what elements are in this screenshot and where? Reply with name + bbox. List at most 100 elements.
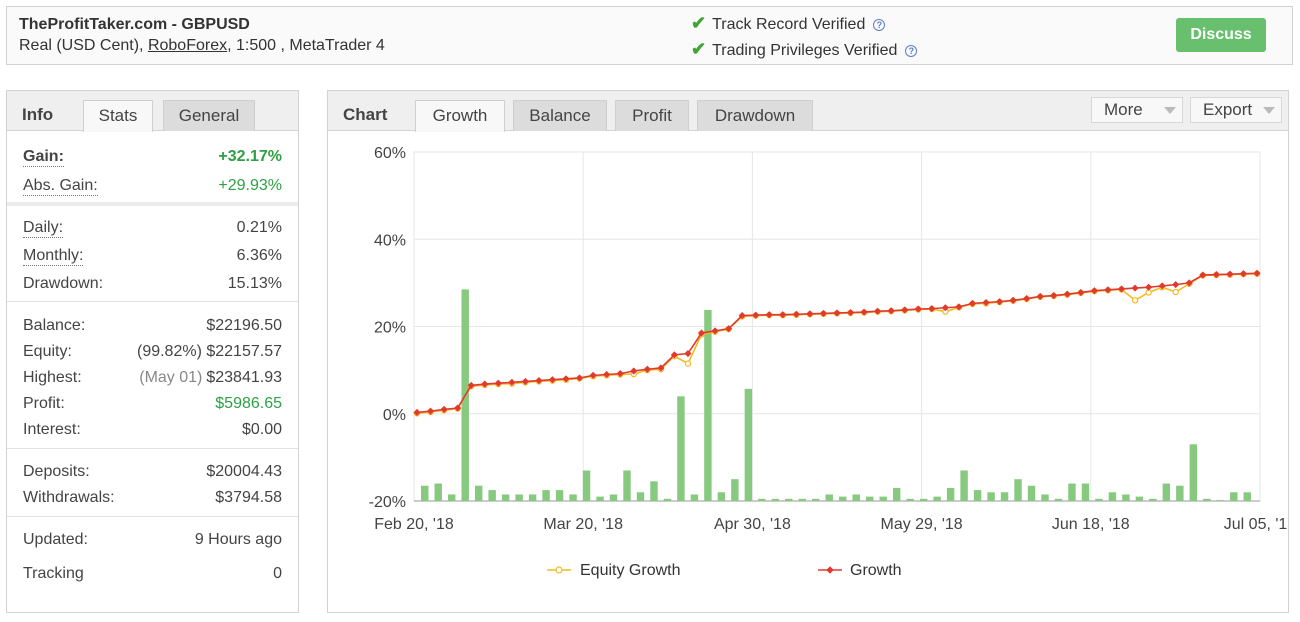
growth-point	[914, 305, 922, 313]
bar	[1149, 498, 1157, 501]
discuss-button[interactable]: Discuss	[1176, 18, 1266, 52]
growth-point	[1253, 269, 1261, 277]
stat-value: 0	[273, 565, 282, 582]
more-dropdown[interactable]: More	[1091, 97, 1183, 123]
growth-point	[846, 308, 855, 317]
tab-balance[interactable]: Balance	[513, 100, 607, 131]
stat-monthly: Monthly: 6.36%	[23, 247, 282, 269]
stat-daily: Daily: 0.21%	[23, 219, 282, 241]
bar	[1000, 492, 1009, 501]
divider	[7, 516, 298, 517]
bar	[798, 498, 806, 501]
bar	[690, 494, 699, 501]
bar	[717, 492, 726, 501]
bar	[758, 498, 766, 501]
export-dropdown[interactable]: Export	[1190, 97, 1282, 123]
help-icon[interactable]: ?	[905, 44, 918, 57]
y-tick-label: -20%	[369, 494, 406, 511]
chevron-down-icon	[1164, 107, 1176, 114]
stat-interest: Interest: $0.00	[23, 421, 282, 443]
info-heading: Info	[22, 105, 54, 124]
bar	[542, 490, 550, 501]
checkmark-icon: ✔	[691, 13, 707, 33]
stat-value: $3794.58	[215, 489, 282, 506]
stat-balance: Balance: $22196.50	[23, 317, 282, 339]
stat-value: +29.93%	[218, 177, 282, 194]
growth-point	[1090, 287, 1098, 295]
tab-profit[interactable]: Profit	[615, 100, 689, 131]
bar	[906, 498, 914, 501]
growth-point	[996, 298, 1004, 306]
bar	[1068, 483, 1076, 501]
checkmark-icon: ✔	[691, 39, 707, 59]
growth-point	[670, 351, 678, 359]
stat-label: Updated:	[23, 531, 88, 548]
bar	[919, 498, 928, 501]
y-tick-label: 60%	[374, 145, 406, 162]
stat-note: (99.82%)	[136, 343, 202, 360]
growth-point	[521, 377, 529, 386]
x-tick-label: Feb 20, '18	[374, 516, 454, 533]
bar	[569, 494, 577, 501]
x-tick-label: May 29, '18	[880, 516, 962, 533]
growth-point	[508, 378, 516, 386]
track-record-verified: ✔ Track Record Verified?	[691, 13, 886, 34]
growth-chart: 60% 40% 20% 0% -20% Feb 20, '18 Mar 20, '18 Apr…	[369, 145, 1288, 579]
stat-value: (May 01) $23841.93	[139, 369, 282, 387]
equity-growth-point	[1172, 288, 1179, 296]
stat-updated: Updated: 9 Hours ago	[23, 531, 282, 553]
growth-point	[806, 310, 814, 318]
growth-point	[1036, 292, 1044, 300]
bar	[1203, 498, 1211, 501]
info-panel: Info Stats General Gain: +32.17% Abs. Ga…	[6, 90, 299, 613]
bar	[960, 470, 968, 501]
equity-growth-point	[1131, 297, 1139, 304]
broker-link[interactable]: RoboForex	[147, 37, 228, 54]
equity-growth-point	[684, 360, 692, 367]
chart-panel: Chart Growth Balance Profit Drawdown Mor…	[327, 90, 1289, 613]
bar	[1162, 483, 1171, 501]
growth-point	[1023, 295, 1031, 303]
stat-label: Daily:	[23, 219, 64, 238]
bar	[785, 498, 793, 501]
tab-growth[interactable]: Growth	[415, 100, 505, 132]
tab-general[interactable]: General	[163, 100, 255, 131]
legend-growth-marker	[826, 566, 834, 574]
bar	[677, 396, 685, 501]
stat-amount: $23841.93	[206, 369, 282, 386]
chevron-down-icon	[1263, 107, 1275, 114]
stat-value: +32.17%	[218, 148, 282, 165]
growth-point	[1226, 270, 1234, 278]
stat-value: 0.21%	[236, 219, 282, 236]
growth-point	[860, 308, 868, 316]
growth-point	[494, 379, 502, 387]
bar	[650, 481, 658, 501]
help-icon[interactable]: ?	[873, 18, 886, 31]
growth-point	[955, 303, 963, 311]
stat-value: $0.00	[241, 421, 282, 438]
bar	[1095, 498, 1103, 501]
growth-point	[589, 371, 597, 379]
stat-value: $20004.43	[206, 463, 282, 480]
growth-point	[779, 311, 787, 319]
growth-point	[725, 325, 733, 333]
export-label: Export	[1203, 100, 1253, 119]
bar	[1135, 496, 1144, 501]
bar	[609, 494, 618, 501]
stat-value: (99.82%) $22157.57	[137, 343, 282, 361]
bar	[839, 496, 847, 501]
stat-label: Monthly:	[23, 247, 84, 266]
tab-stats[interactable]: Stats	[83, 100, 153, 132]
bar	[1216, 500, 1224, 502]
stat-label: Equity:	[23, 343, 72, 360]
bar	[1122, 494, 1130, 501]
growth-point	[481, 380, 489, 388]
growth-point	[928, 305, 936, 313]
tab-drawdown[interactable]: Drawdown	[697, 100, 813, 131]
growth-point	[454, 404, 462, 412]
stat-value: 15.13%	[227, 275, 282, 292]
growth-point	[1104, 286, 1112, 294]
growth-point	[968, 299, 977, 307]
growth-point	[467, 381, 475, 389]
growth-point	[1077, 288, 1085, 297]
